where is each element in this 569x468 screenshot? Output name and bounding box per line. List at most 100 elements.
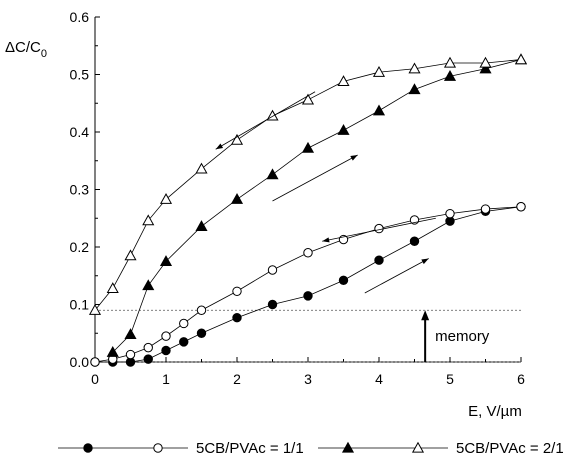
series-line xyxy=(95,206,522,363)
data-point-triangle-open xyxy=(230,133,244,145)
data-point-triangle-open xyxy=(372,65,386,77)
data-point-circle-filled xyxy=(83,443,93,453)
y-tick-label: 0.4 xyxy=(70,124,90,140)
y-tick-label: 0.2 xyxy=(70,239,90,255)
legend-label: 5CB/PVAc = 1/1 xyxy=(196,440,304,457)
data-point-circle-filled xyxy=(374,255,384,265)
data-point-triangle-open xyxy=(88,304,102,315)
data-point-circle-filled xyxy=(143,354,153,364)
data-point-triangle-open xyxy=(142,214,155,226)
data-point-triangle-open xyxy=(337,75,350,87)
series-line xyxy=(112,59,522,353)
legend-entry: 5CB/PVAc = 2/1 xyxy=(318,440,564,457)
x-tick-label: 5 xyxy=(446,371,454,387)
memory-label: memory xyxy=(435,328,490,345)
y-axis-label-subscript: 0 xyxy=(41,48,47,60)
data-point-triangle-filled xyxy=(106,345,119,357)
data-point-triangle-filled xyxy=(124,328,137,340)
data-point-triangle-filled xyxy=(408,83,421,95)
data-point-circle-open xyxy=(303,248,313,258)
direction-arrow-shaft xyxy=(322,217,436,242)
data-point-circle-filled xyxy=(409,236,420,246)
data-point-circle-filled xyxy=(161,345,171,356)
axes: 0.0 0.1 0.2 0.3 0.4 0.5 0.6 0 1 2 3 4 5 6 xyxy=(70,9,526,387)
data-point-circle-filled xyxy=(232,313,242,323)
data-point-triangle-open xyxy=(514,53,528,65)
y-axis-label-main: ΔC/C xyxy=(5,39,41,56)
data-point-triangle-open xyxy=(195,162,208,174)
memory-annotation: memory xyxy=(421,310,490,362)
data-point-triangle-filled xyxy=(479,62,492,74)
y-tick-label: 0.0 xyxy=(70,354,90,370)
data-point-triangle-open xyxy=(479,56,492,68)
x-tick-label: 1 xyxy=(162,371,170,387)
data-point-circle-open xyxy=(374,223,384,234)
series-layer xyxy=(88,53,528,367)
direction-arrow-shaft xyxy=(272,154,358,202)
data-point-triangle-open xyxy=(159,193,173,204)
data-point-triangle-open xyxy=(301,93,315,105)
data-point-circle-open xyxy=(179,318,189,329)
data-point-circle-open xyxy=(161,331,171,341)
direction-arrow-head xyxy=(322,237,330,243)
direction-arrow xyxy=(215,91,316,150)
data-point-circle-open xyxy=(480,204,491,214)
data-point-triangle-open xyxy=(106,282,119,294)
data-point-triangle-open xyxy=(124,249,137,261)
direction-arrow-shaft xyxy=(364,258,429,294)
data-point-triangle-filled xyxy=(337,124,350,135)
y-tick-label: 0.3 xyxy=(70,182,90,198)
direction-arrow-head xyxy=(350,155,358,161)
data-point-circle-filled xyxy=(338,275,349,286)
data-point-triangle-open xyxy=(408,62,421,74)
y-axis-label: ΔC/C0 xyxy=(5,39,47,60)
data-point-triangle-filled xyxy=(142,279,155,291)
data-point-triangle-open xyxy=(411,441,425,453)
direction-arrow-shaft xyxy=(215,91,316,150)
legend-entry: 5CB/PVAc = 1/1 xyxy=(58,440,304,457)
data-point-triangle-filled xyxy=(443,69,457,81)
x-tick-label: 2 xyxy=(233,371,241,387)
direction-arrow xyxy=(322,217,436,243)
y-tick-label: 0.5 xyxy=(70,67,90,83)
x-axis-label: E, V/µm xyxy=(468,403,522,420)
series-line xyxy=(94,206,522,363)
x-tick-label: 4 xyxy=(375,371,383,387)
data-point-circle-filled xyxy=(267,299,278,310)
direction-arrow xyxy=(272,154,358,202)
data-point-triangle-filled xyxy=(266,168,279,180)
y-tick-label: 0.1 xyxy=(70,297,90,313)
data-point-circle-open xyxy=(196,305,207,315)
direction-arrows xyxy=(215,91,436,294)
data-point-circle-open xyxy=(232,286,242,296)
memory-arrowhead xyxy=(421,310,430,321)
data-point-circle-filled xyxy=(303,291,313,301)
data-point-circle-filled xyxy=(179,337,189,347)
y-tick-label: 0.6 xyxy=(70,9,90,25)
data-point-circle-open xyxy=(153,443,163,453)
reference-lines xyxy=(95,309,521,363)
direction-arrow xyxy=(364,258,429,294)
x-tick-label: 3 xyxy=(304,371,312,387)
data-point-circle-open xyxy=(516,202,526,212)
legend-label: 5CB/PVAc = 2/1 xyxy=(456,440,564,457)
data-point-circle-open xyxy=(267,265,278,275)
data-point-circle-open xyxy=(445,208,455,219)
data-point-triangle-filled xyxy=(341,441,355,453)
direction-arrow-head xyxy=(215,143,224,150)
data-point-circle-filled xyxy=(196,328,207,338)
data-point-circle-open xyxy=(90,357,100,367)
data-point-triangle-open xyxy=(443,56,457,68)
legend: 5CB/PVAc = 1/1 5CB/PVAc = 2/1 xyxy=(58,440,564,457)
data-point-triangle-filled xyxy=(159,255,173,267)
series-2 xyxy=(106,53,528,357)
x-tick-label: 6 xyxy=(517,371,525,387)
data-point-triangle-filled xyxy=(195,220,208,231)
data-point-circle-open xyxy=(125,349,136,360)
data-point-triangle-filled xyxy=(230,193,244,204)
series-3 xyxy=(88,53,528,315)
data-point-triangle-filled xyxy=(372,104,386,116)
x-tick-label: 0 xyxy=(91,371,99,387)
axis-labels: ΔC/C0 E, V/µm xyxy=(5,39,522,420)
